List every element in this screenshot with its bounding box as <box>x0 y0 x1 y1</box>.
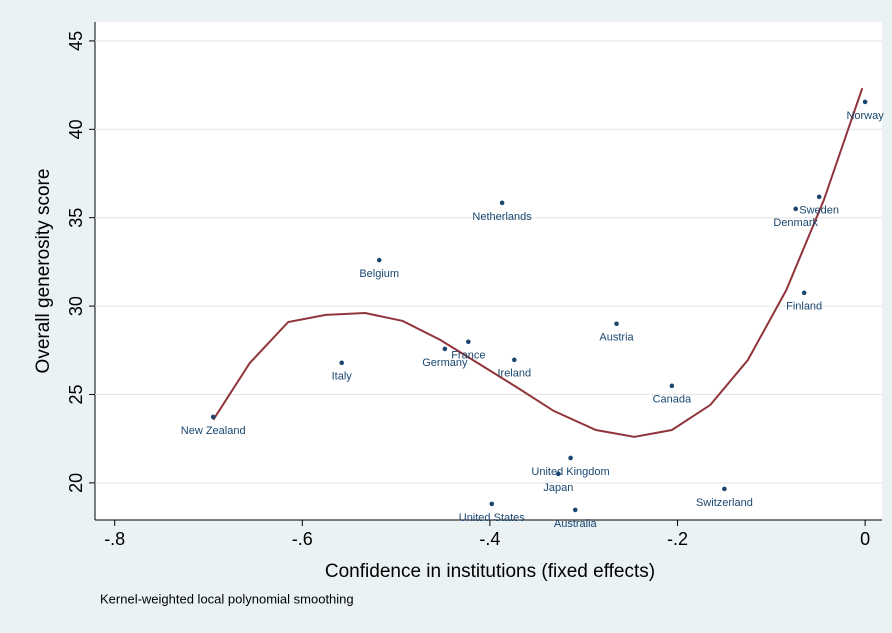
point-label: United Kingdom <box>531 466 609 478</box>
x-tick-label: -.6 <box>292 529 313 549</box>
x-tick-label: 0 <box>860 529 870 549</box>
point-label: Australia <box>554 518 598 530</box>
y-tick-label: 25 <box>66 384 86 404</box>
point <box>572 507 578 513</box>
point-label: Belgium <box>359 268 399 280</box>
point-label: Italy <box>332 371 353 383</box>
point-label: United States <box>459 512 526 524</box>
point-label: Austria <box>599 332 634 344</box>
y-axis-title: Overall generosity score <box>33 169 54 374</box>
plot-area <box>95 22 882 520</box>
point <box>669 383 675 389</box>
point <box>489 501 495 507</box>
point-label: Denmark <box>773 217 818 229</box>
point <box>499 200 505 206</box>
point <box>210 414 216 420</box>
y-tick-label: 20 <box>66 473 86 493</box>
y-tick-label: 40 <box>66 119 86 139</box>
point <box>442 346 448 352</box>
point-label: Canada <box>653 394 692 406</box>
note: Kernel-weighted local polynomial smoothi… <box>100 591 354 606</box>
point <box>568 455 573 461</box>
x-axis-title: Confidence in institutions (fixed effect… <box>325 561 655 582</box>
x-tick-label: -.8 <box>104 529 125 549</box>
point <box>376 257 382 263</box>
point-label: Ireland <box>497 368 531 380</box>
y-tick-label: 45 <box>66 31 86 51</box>
smooth-line <box>212 87 864 438</box>
point-label: Finland <box>786 301 822 313</box>
point-label: Netherlands <box>472 211 532 223</box>
point-label: France <box>451 350 485 362</box>
point-label: Norway <box>846 110 884 122</box>
point-label: Switzerland <box>696 497 753 509</box>
point-label: Germany <box>422 357 468 369</box>
point <box>793 206 799 212</box>
y-tick-label: 30 <box>66 296 86 316</box>
point <box>722 486 727 492</box>
point <box>816 194 822 200</box>
point <box>511 357 517 363</box>
point <box>614 321 619 327</box>
point-label: Sweden <box>799 205 839 217</box>
point <box>466 339 471 345</box>
point-label: Japan <box>543 482 573 494</box>
x-tick-label: -.2 <box>667 529 688 549</box>
point <box>556 471 561 477</box>
point <box>339 360 344 366</box>
y-tick-label: 35 <box>66 208 86 228</box>
x-tick-label: -.4 <box>479 529 500 549</box>
point-label: New Zealand <box>181 425 246 437</box>
point <box>862 99 868 105</box>
point <box>801 290 807 296</box>
